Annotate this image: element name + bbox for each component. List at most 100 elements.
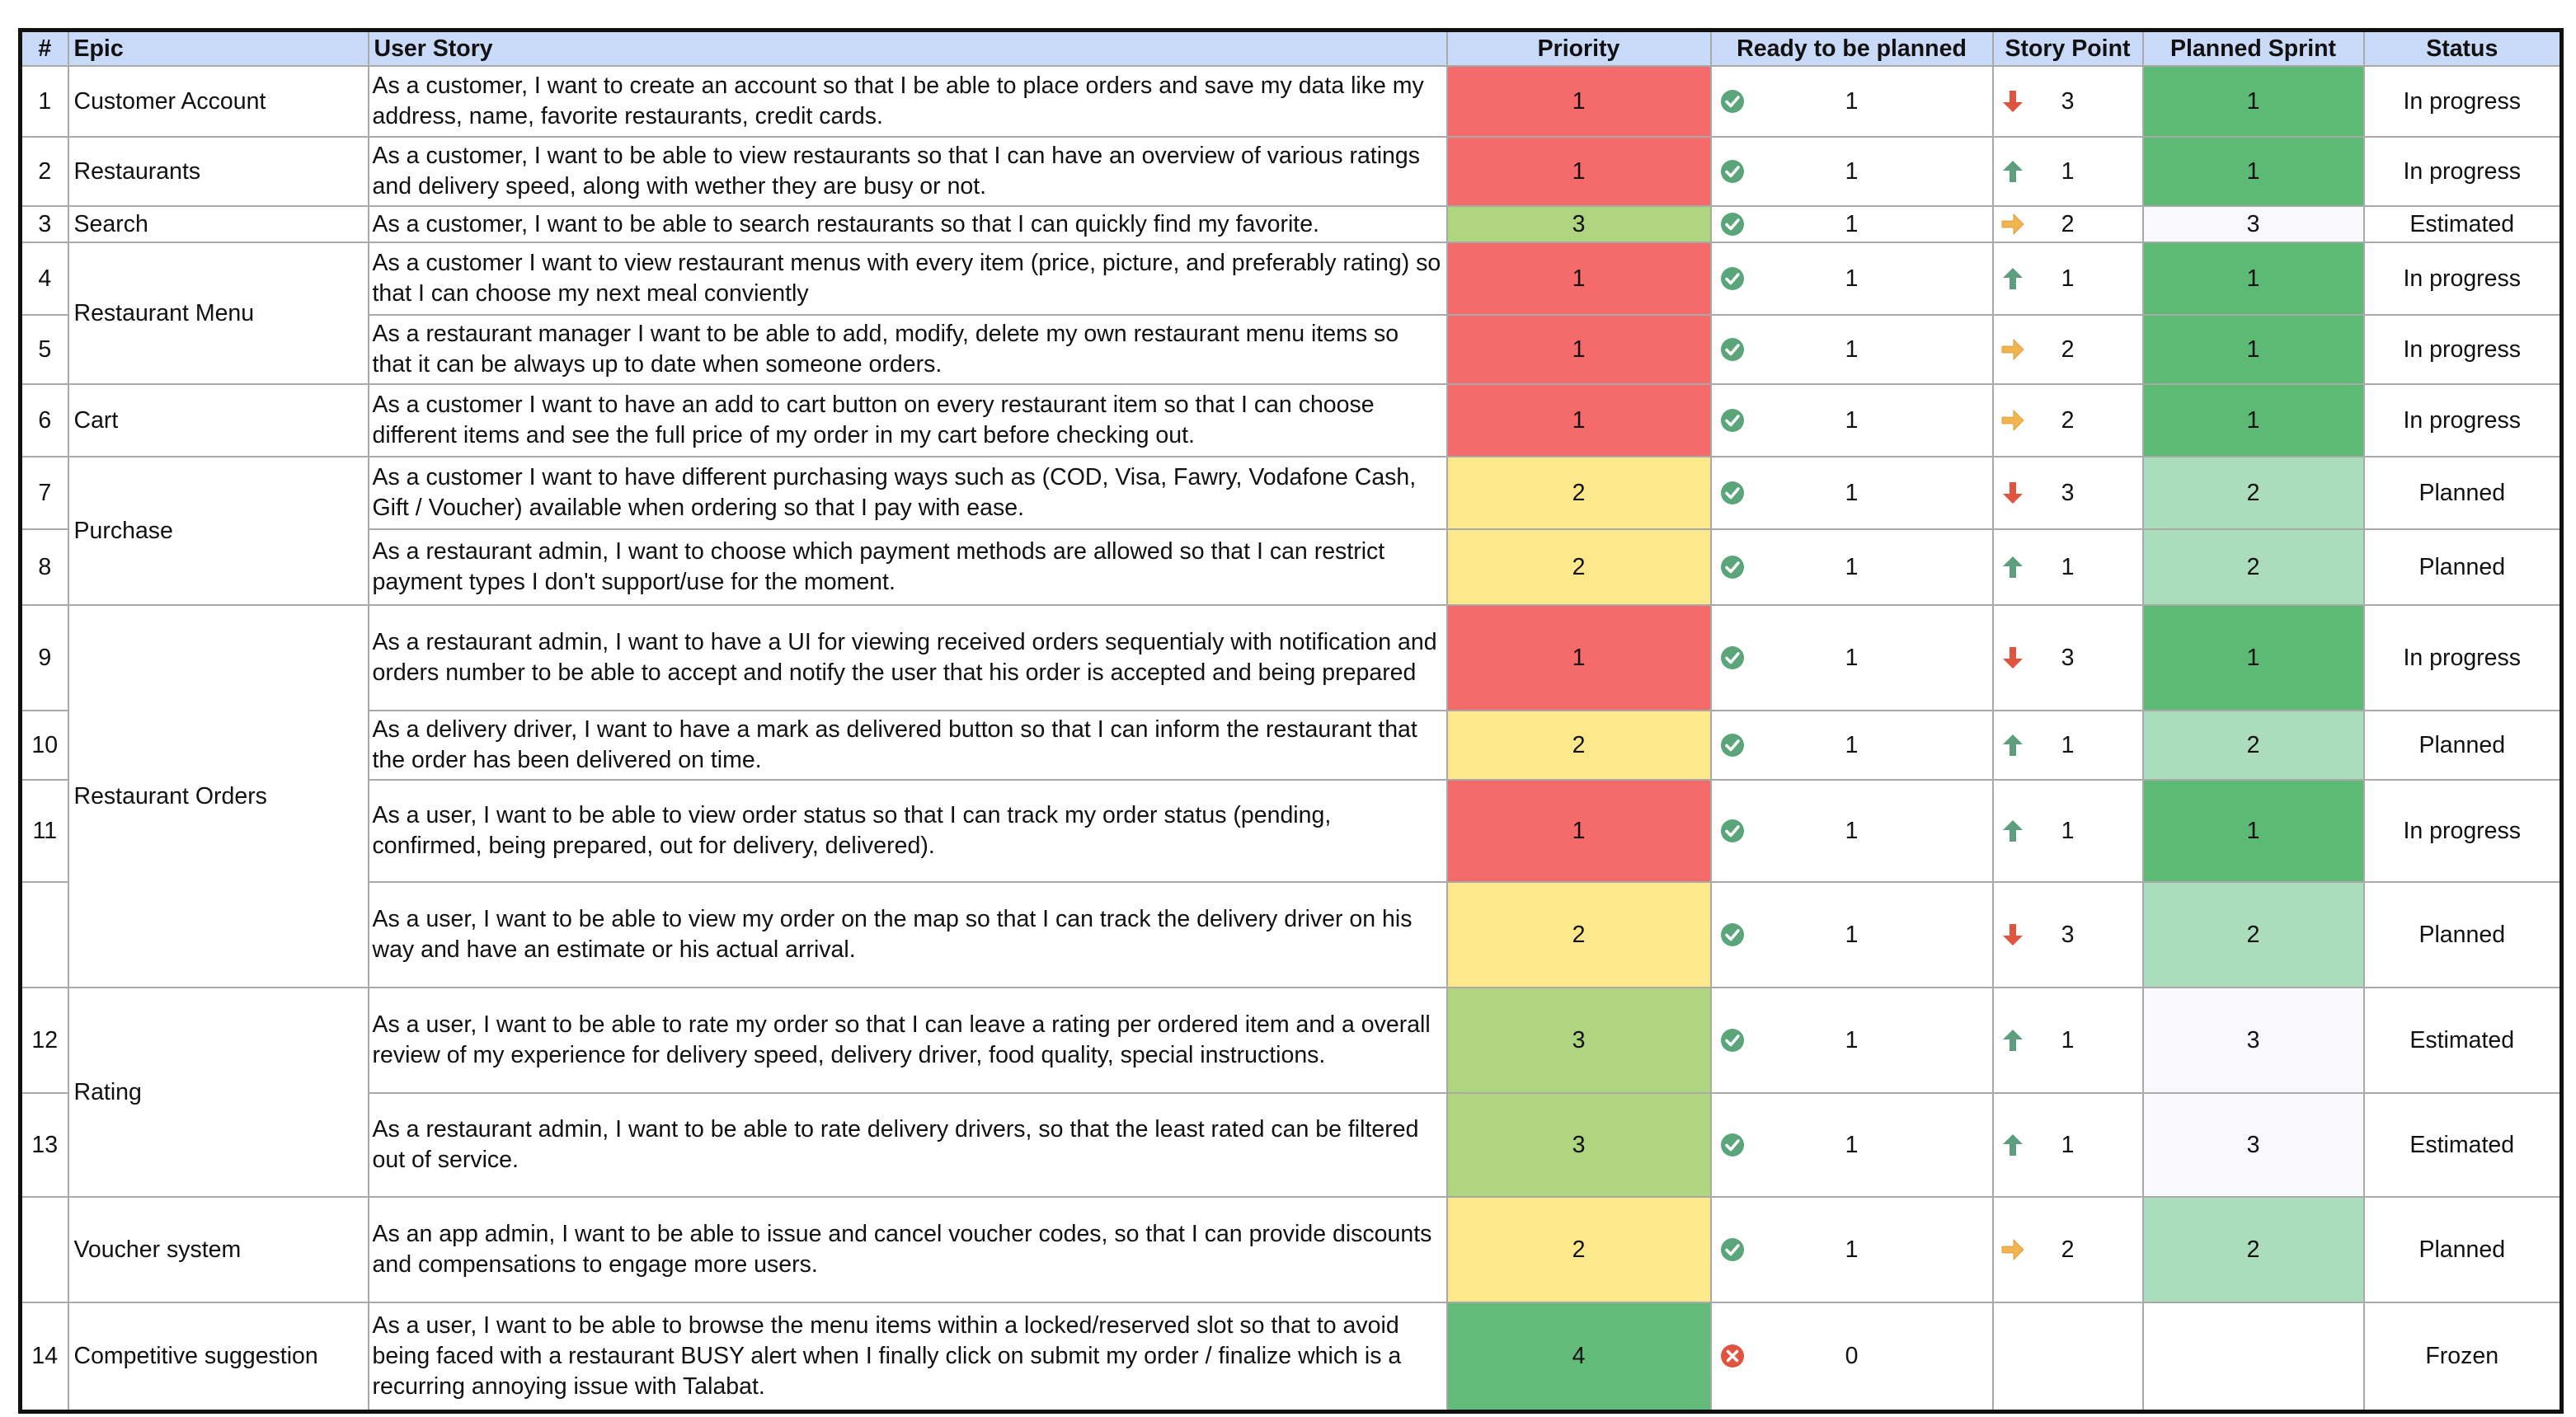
ready-icon — [1720, 267, 1744, 290]
planned-sprint: 1 — [2141, 242, 2365, 316]
user-story: As a customer, I want to create an accou… — [367, 65, 1448, 138]
ready-icon — [1720, 213, 1744, 236]
user-story: As an app admin, I want to be able to is… — [367, 1196, 1448, 1303]
row-number: 1 — [19, 65, 69, 138]
column-header: Status — [2362, 29, 2563, 67]
priority: 3 — [1445, 205, 1712, 243]
user-story: As a restaurant admin, I want to be able… — [367, 1092, 1448, 1198]
user-story: As a customer I want to have different p… — [367, 456, 1448, 530]
story-row: As a user, I want to be able to view my … — [19, 881, 2563, 988]
story-point-icon — [2001, 213, 2024, 235]
header-row: # Epic User Story Priority Ready to be plann… — [19, 29, 2563, 67]
story-point-icon — [2002, 1134, 2023, 1156]
ready-to-be-planned: 1 — [1709, 528, 1994, 606]
story-point-icon — [2002, 91, 2023, 112]
status: In progress — [2362, 314, 2563, 385]
user-story: As a customer I want to have an add to c… — [367, 383, 1448, 457]
status: Planned — [2362, 1196, 2563, 1303]
story-row: 9 Restaurant Orders As a restaurant admin,… — [19, 604, 2563, 988]
ready-to-be-planned: 1 — [1709, 314, 1994, 385]
ready-to-be-planned: 1 — [1709, 242, 1994, 316]
planned-sprint: 3 — [2141, 205, 2365, 243]
planned-sprint: 2 — [2141, 1196, 2365, 1303]
user-story: As a user, I want to be able to view ord… — [367, 779, 1448, 883]
priority: 1 — [1445, 779, 1712, 883]
row-number: 14 — [19, 1302, 69, 1412]
row-number: 6 — [19, 383, 69, 457]
story-row: 10 As a delivery driver, I want to have a… — [19, 710, 2563, 781]
ready-icon — [1720, 819, 1744, 842]
status: In progress — [2362, 242, 2563, 316]
ready-value: 1 — [1845, 1026, 1859, 1053]
story-point-value: 1 — [2061, 1131, 2075, 1158]
story-point-value: 2 — [2061, 335, 2075, 363]
story-point-value: 1 — [2061, 731, 2075, 758]
priority: 2 — [1445, 881, 1712, 988]
row-number: 11 — [19, 779, 69, 883]
status: In progress — [2362, 779, 2563, 883]
story-point-icon — [2002, 268, 2023, 289]
column-header: Ready to be planned — [1709, 29, 1994, 67]
row-number: 2 — [19, 136, 69, 207]
row-number: 3 — [19, 205, 69, 243]
user-story: As a customer, I want to be able to view… — [367, 136, 1448, 207]
story-point-value: 3 — [2061, 921, 2075, 948]
row-number: 10 — [19, 710, 69, 781]
ready-icon — [1720, 556, 1744, 579]
user-story: As a user, I want to be able to browse t… — [367, 1302, 1448, 1412]
ready-icon — [1720, 409, 1744, 432]
story-row: 7 Purchase As a customer I want to have di… — [19, 456, 2563, 606]
ready-icon — [1720, 1029, 1744, 1052]
ready-to-be-planned: 1 — [1709, 604, 1994, 711]
ready-value: 1 — [1845, 1131, 1859, 1158]
ready-to-be-planned: 1 — [1709, 136, 1994, 207]
story-point-icon — [2002, 647, 2023, 669]
story-row: 2 Restaurants As a customer, I want to be … — [19, 136, 2563, 207]
story-point-icon — [2001, 410, 2024, 431]
ready-to-be-planned: 1 — [1709, 1092, 1994, 1198]
ready-icon — [1720, 734, 1744, 757]
story-point: 1 — [1991, 710, 2144, 781]
epic-name: Customer Account — [67, 65, 369, 138]
status: Frozen — [2362, 1302, 2563, 1412]
epic-name: Purchase — [67, 456, 369, 606]
story-point-value: 3 — [2061, 479, 2075, 506]
story-point-icon — [2002, 482, 2023, 504]
ready-icon — [1720, 338, 1744, 361]
epic-name: Restaurants — [67, 136, 369, 207]
epic-name: Search — [67, 205, 369, 243]
story-point-icon — [2002, 734, 2023, 756]
story-row: 12 Rating As a user, I want to be able to … — [19, 987, 2563, 1198]
story-row: Voucher system As an app admin, I want to… — [19, 1196, 2563, 1303]
story-point-icon — [2002, 161, 2023, 182]
column-header: Epic — [67, 29, 369, 67]
ready-icon — [1720, 923, 1744, 946]
story-point: 2 — [1991, 1196, 2144, 1303]
story-point-value: 2 — [2061, 406, 2075, 434]
story-point-icon — [2002, 1030, 2023, 1051]
priority: 2 — [1445, 710, 1712, 781]
ready-value: 1 — [1845, 335, 1859, 363]
ready-value: 1 — [1845, 265, 1859, 292]
ready-to-be-planned: 1 — [1709, 779, 1994, 883]
user-story: As a customer I want to view restaurant … — [367, 242, 1448, 316]
ready-to-be-planned: 1 — [1709, 65, 1994, 138]
story-point-value: 2 — [2061, 1236, 2075, 1263]
story-row: 14 Competitive suggestion As a user, I wan… — [19, 1302, 2563, 1412]
story-point-value: 2 — [2061, 210, 2075, 237]
story-point: 1 — [1991, 136, 2144, 207]
ready-to-be-planned: 1 — [1709, 383, 1994, 457]
story-row: 6 Cart As a customer I want to have an add… — [19, 383, 2563, 457]
story-point: 1 — [1991, 528, 2144, 606]
user-story: As a user, I want to be able to rate my … — [367, 987, 1448, 1094]
planned-sprint: 2 — [2141, 710, 2365, 781]
status: Planned — [2362, 881, 2563, 988]
column-header: # — [19, 29, 69, 67]
row-number — [19, 1196, 69, 1303]
story-point-icon — [2001, 1239, 2024, 1260]
ready-icon — [1720, 160, 1744, 183]
priority: 1 — [1445, 383, 1712, 457]
priority: 2 — [1445, 456, 1712, 530]
row-number: 8 — [19, 528, 69, 606]
planned-sprint: 1 — [2141, 604, 2365, 711]
